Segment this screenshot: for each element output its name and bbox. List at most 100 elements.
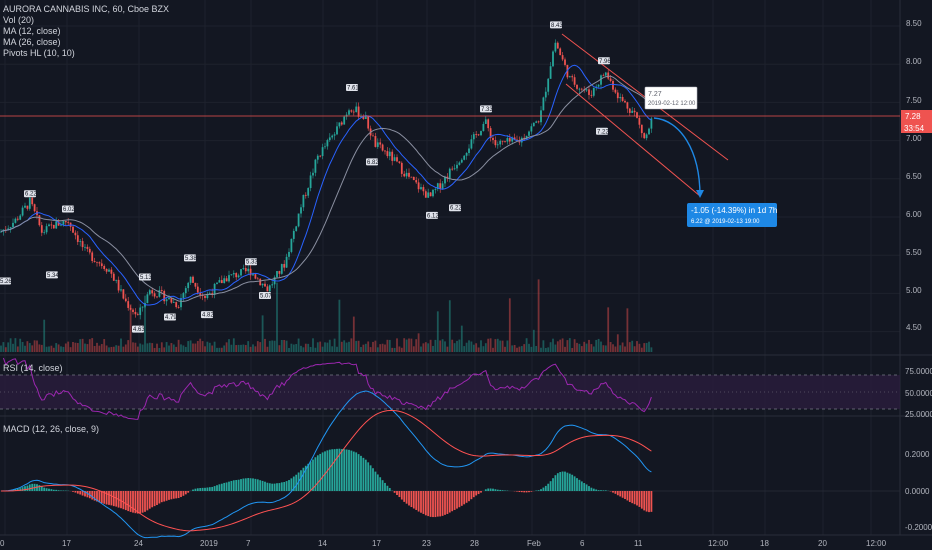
macd-title[interactable]: MACD (12, 26, close, 9) <box>3 424 100 434</box>
macd-histogram-bar <box>45 488 48 491</box>
volume-bar <box>355 340 358 352</box>
time-tick: 18 <box>760 539 769 548</box>
volume-bar <box>429 339 432 352</box>
volume-bar <box>482 346 485 352</box>
candle-body <box>472 134 475 140</box>
candle-body <box>19 215 22 220</box>
volume-bar <box>271 340 274 352</box>
volume-bar <box>9 338 12 352</box>
ma26-line[interactable] <box>0 75 652 302</box>
volume-bar <box>122 346 125 352</box>
macd-histogram-bar <box>396 491 398 496</box>
candle-body <box>72 226 74 233</box>
rsi-title[interactable]: RSI (14, close) <box>3 363 63 373</box>
volume-bar <box>132 342 134 352</box>
macd-histogram-bar <box>74 491 77 493</box>
macd-histogram-bar <box>501 490 504 491</box>
volume-bar <box>288 347 290 352</box>
price-tick: 6.00 <box>906 210 922 219</box>
legend-pivots[interactable]: Pivots HL (10, 10) <box>3 48 75 58</box>
candle-body <box>640 124 643 134</box>
macd-histogram-bar <box>223 482 226 491</box>
macd-histogram-bar <box>590 487 593 491</box>
price-axis[interactable]: 8.50 8.00 7.50 7.00 6.50 6.00 5.50 5.00 … <box>906 19 922 332</box>
macd-histogram-bar <box>465 491 468 503</box>
macd-histogram-bar <box>93 491 96 501</box>
macd-histogram-bar <box>633 491 636 505</box>
candle-body <box>232 273 235 275</box>
ma12-line[interactable] <box>0 64 652 306</box>
macd-histogram-bar <box>412 491 415 509</box>
legend-vol[interactable]: Vol (20) <box>3 15 35 25</box>
candle-body <box>496 144 499 146</box>
macd-histogram-bar <box>91 491 94 500</box>
volume-bar <box>2 342 5 352</box>
macd-histogram-bar <box>201 487 204 491</box>
channel-lower-line[interactable] <box>565 83 701 197</box>
volume-bar <box>484 343 487 352</box>
macd-line[interactable] <box>0 390 652 539</box>
candle-body <box>309 175 312 189</box>
volume-bar <box>148 342 151 352</box>
macd-histogram-bar <box>108 491 110 505</box>
volume-bar <box>242 344 245 352</box>
legend-ma26[interactable]: MA (26, close) <box>3 37 61 47</box>
price-tick: 8.50 <box>906 19 922 28</box>
volume-bar <box>192 343 194 352</box>
macd-histogram-bar <box>156 491 158 506</box>
time-axis[interactable]: 0 17 24 2019 7 14 17 23 28 Feb 6 11 12:0… <box>0 539 887 548</box>
legend-ma12[interactable]: MA (12, close) <box>3 26 61 36</box>
volume-bar <box>643 343 646 352</box>
macd-histogram-bar <box>364 459 367 491</box>
pivot-label-box <box>164 313 176 321</box>
candle-body <box>544 91 547 98</box>
candle-body <box>448 168 451 179</box>
macd-histogram-bar <box>158 491 161 504</box>
candle-body <box>244 268 247 272</box>
volume-bar <box>602 345 605 352</box>
candle-body <box>206 294 209 299</box>
candle-body <box>516 139 518 141</box>
volume-bar <box>86 344 89 352</box>
volume-bar <box>194 343 197 352</box>
volume-bar <box>480 340 482 352</box>
rsi-line[interactable] <box>2 357 652 420</box>
candle-body <box>62 221 65 225</box>
time-tick: 2019 <box>200 539 218 548</box>
volume-bar <box>465 342 468 352</box>
signal-line[interactable] <box>0 409 652 532</box>
projection-label[interactable]: -1.05 (-14.39%) in 1d 7h 6.22 @ 2019-02-… <box>687 203 777 227</box>
symbol-title[interactable]: AURORA CANNABIS INC, 60, Cboe BZX <box>3 4 170 14</box>
volume-bar <box>576 342 578 352</box>
volume-bar <box>50 345 53 352</box>
volume-bar <box>624 346 626 352</box>
macd-histogram-bar <box>343 449 346 491</box>
macd-histogram-bar <box>446 491 449 514</box>
volume-bar <box>494 339 497 352</box>
macd-histogram-bar <box>331 449 334 491</box>
volume-bar <box>504 346 506 352</box>
candle-body <box>436 183 439 190</box>
volume-bar <box>117 345 120 352</box>
macd-histogram-bar <box>472 491 475 498</box>
macd-histogram-bar <box>254 478 257 491</box>
candle-body <box>122 289 125 299</box>
projection-curve[interactable] <box>653 117 701 197</box>
candle-body <box>199 292 202 295</box>
macd-histogram-bar <box>132 491 134 513</box>
candle-body <box>314 159 317 173</box>
macd-histogram-bar <box>177 491 180 499</box>
projection-target: 6.22 @ 2019-02-13 19:00 <box>691 219 760 225</box>
macd-histogram-bar <box>588 486 590 491</box>
volume-bar <box>247 341 250 352</box>
rsi-tick: 25.0000 <box>905 410 932 419</box>
candlestick-series[interactable] <box>0 39 653 320</box>
macd-histogram-bar <box>597 490 600 491</box>
volume-bar <box>568 338 571 352</box>
pivot-label: 4.79 <box>165 315 177 321</box>
candle-body <box>264 283 266 287</box>
candle-body <box>386 151 389 157</box>
candle-body <box>429 192 432 197</box>
candle-body <box>117 279 120 291</box>
